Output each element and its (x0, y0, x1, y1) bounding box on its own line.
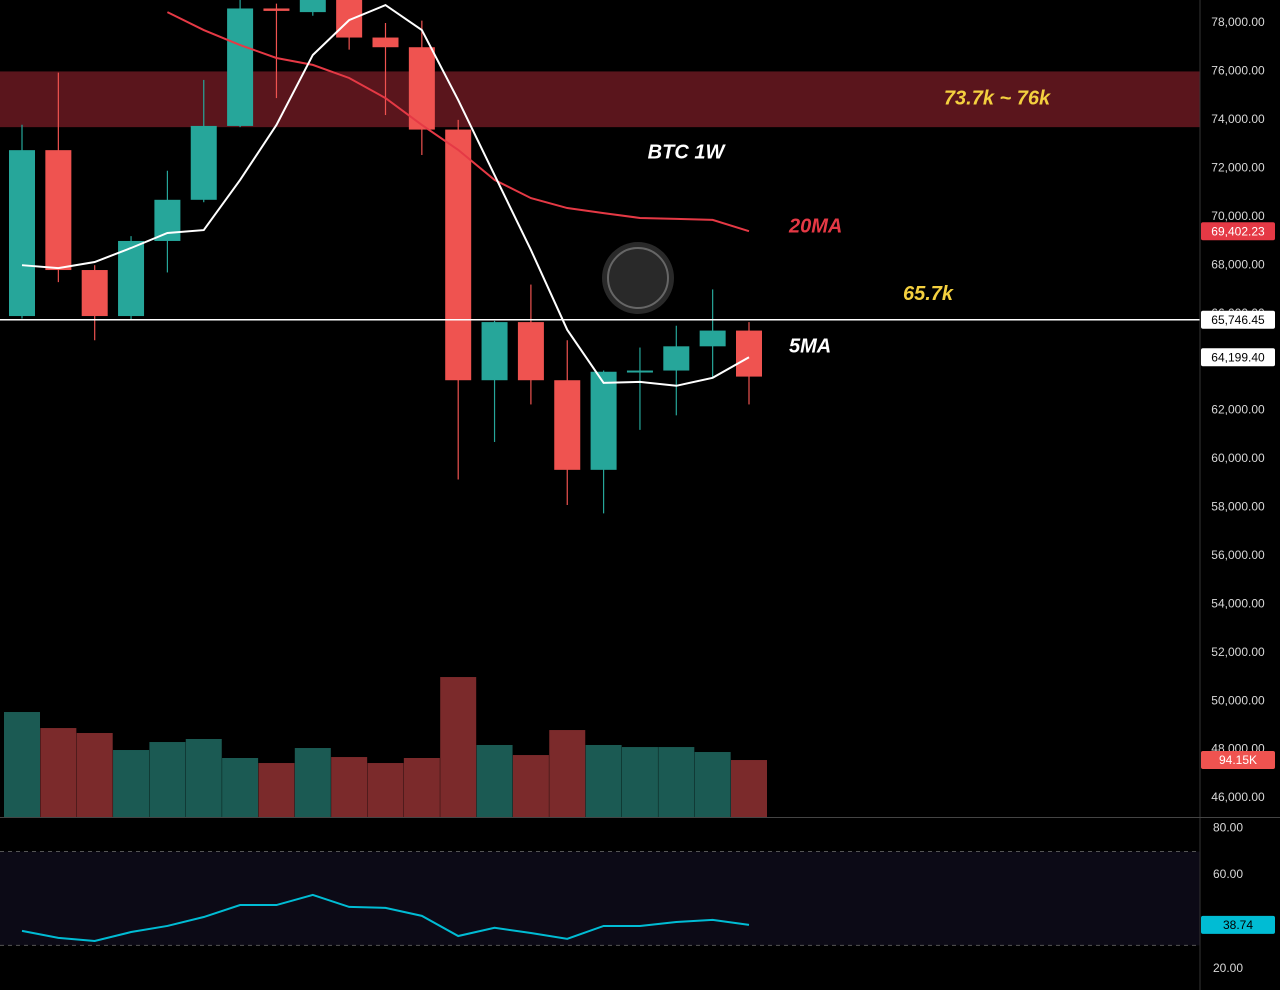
volume-bar (585, 744, 622, 817)
ma-value-badge-bg (1201, 222, 1275, 241)
volume-bar (512, 755, 549, 817)
candle-body (9, 150, 35, 317)
ma-line (21, 3, 750, 387)
level-name: 65.7k (903, 283, 954, 305)
candle-body (190, 125, 217, 200)
y-tick-label: 70,000.00 (1211, 209, 1265, 223)
y-tick-label: 72,000.00 (1211, 160, 1265, 174)
candle-body (118, 240, 145, 317)
y-tick-label: 50,000.00 (1211, 693, 1265, 707)
volume-bar (476, 744, 513, 817)
ma-name: 5MA (789, 336, 831, 358)
volume-badge: 94.15K (1219, 753, 1257, 767)
y-tick-label: 62,000.00 (1211, 403, 1265, 417)
ma-value-badge: 69,402.23 (1211, 224, 1265, 238)
volume-bar (185, 738, 222, 817)
candle-body (336, 0, 363, 38)
y-tick-label: 54,000.00 (1211, 596, 1265, 610)
rsi-band (0, 851, 1200, 946)
candle-body (81, 270, 108, 317)
volume-bar (367, 763, 404, 817)
candle-body (263, 8, 290, 11)
volume-bar (294, 748, 331, 817)
chart-title: BTC 1W (648, 141, 727, 163)
ma-value-badge: 64,199.40 (1211, 350, 1265, 364)
candle-body (554, 380, 581, 470)
volume-bar (621, 747, 658, 817)
ma-line (166, 11, 750, 233)
y-tick-label: 56,000.00 (1211, 548, 1265, 562)
y-tick-label: 46,000.00 (1211, 790, 1265, 804)
candle-body (227, 8, 254, 126)
volume-bar (440, 677, 477, 817)
volume-bar (4, 712, 40, 817)
volume-badge-bg (1201, 751, 1275, 770)
rsi-line (21, 893, 750, 942)
volume-bar (549, 730, 586, 817)
rsi-tick-label: 80.00 (1213, 820, 1243, 834)
zone (0, 71, 1200, 128)
ma-value-badge-bg (1201, 348, 1275, 367)
y-tick-label: 52,000.00 (1211, 645, 1265, 659)
candle-body (626, 370, 653, 373)
candle-body (517, 322, 544, 381)
y-tick-label: 60,000.00 (1211, 451, 1265, 465)
zone-label: 73.7k ~ 76k (944, 88, 1051, 110)
candle-body (372, 37, 399, 48)
watermark (602, 242, 674, 314)
candle-body (590, 371, 617, 470)
candle-body (736, 330, 762, 377)
candle-body (299, 0, 326, 13)
rsi-badge: 38.74 (1223, 918, 1253, 932)
volume-bar (76, 733, 113, 817)
candle-body (663, 346, 690, 371)
volume-bar (694, 752, 731, 817)
candle-body (154, 199, 181, 241)
rsi-tick-label: 20.00 (1213, 961, 1243, 975)
volume-bar (222, 758, 259, 817)
candle-body (445, 129, 472, 381)
rsi-badge-bg (1201, 915, 1275, 934)
volume-bar (40, 728, 77, 817)
volume-bar (258, 763, 295, 817)
level-badge-bg (1201, 310, 1275, 329)
y-tick-label: 58,000.00 (1211, 500, 1265, 514)
volume-bar (331, 757, 368, 817)
volume-bar (113, 750, 150, 817)
candle-body (45, 150, 72, 271)
candle-body (408, 47, 435, 130)
y-tick-label: 76,000.00 (1211, 64, 1265, 78)
candle-body (481, 322, 508, 381)
volume-bar (149, 742, 186, 817)
level-badge: 65,746.45 (1211, 313, 1265, 327)
volume-bar (731, 760, 767, 817)
y-tick-label: 68,000.00 (1211, 257, 1265, 271)
ma-name: 20MA (788, 216, 842, 238)
candle-body (699, 330, 726, 347)
volume-bar (403, 758, 440, 817)
y-tick-label: 78,000.00 (1211, 15, 1265, 29)
y-tick-label: 74,000.00 (1211, 112, 1265, 126)
volume-bar (658, 747, 695, 817)
rsi-tick-label: 60.00 (1213, 867, 1243, 881)
